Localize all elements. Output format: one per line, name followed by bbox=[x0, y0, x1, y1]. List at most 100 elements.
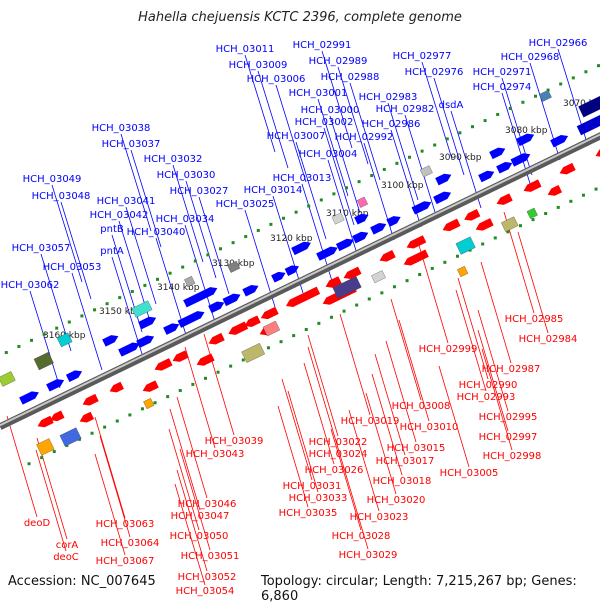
label-leader-line bbox=[184, 346, 216, 449]
ruler-dot-outer bbox=[155, 277, 159, 281]
label-leader-line bbox=[337, 66, 369, 165]
gene-label-reverse: HCH_03046 bbox=[178, 499, 237, 510]
gene-label-reverse: HCH_03054 bbox=[176, 586, 235, 597]
forward-gene-arrow bbox=[208, 301, 225, 314]
feature-block bbox=[33, 351, 54, 371]
reverse-gene-arrow bbox=[109, 381, 124, 393]
label-leader-line bbox=[349, 82, 381, 181]
gene-label-reverse: HCH_02998 bbox=[483, 451, 542, 462]
forward-gene-arrow bbox=[316, 246, 338, 261]
reverse-gene-arrow bbox=[559, 162, 576, 175]
label-leader-line bbox=[450, 110, 482, 209]
label-leader-line bbox=[71, 272, 103, 371]
ruler-dot-outer bbox=[319, 198, 323, 202]
gene-label-reverse: HCH_03023 bbox=[350, 512, 409, 523]
ruler-dot-inner bbox=[380, 291, 384, 295]
gene-label-forward: HCH_02986 bbox=[362, 119, 421, 130]
label-leader-line bbox=[275, 84, 307, 183]
gene-label-reverse: HCH_03067 bbox=[96, 556, 155, 567]
ruler-dot-outer bbox=[193, 259, 197, 263]
ruler-dot-inner bbox=[493, 236, 497, 240]
label-leader-line bbox=[398, 319, 430, 422]
ruler-dot-inner bbox=[317, 321, 321, 325]
feature-block bbox=[419, 165, 433, 178]
gene-label-forward: HCH_03037 bbox=[102, 139, 161, 150]
label-leader-line bbox=[185, 180, 217, 279]
forward-gene-arrow bbox=[102, 335, 119, 347]
ruler-dot-inner bbox=[140, 407, 144, 411]
forward-gene-arrow bbox=[352, 231, 369, 244]
reverse-gene-arrow bbox=[50, 410, 65, 422]
gene-label-forward: HCH_03006 bbox=[247, 74, 306, 85]
gene-label-reverse: HCH_02993 bbox=[457, 392, 516, 403]
label-leader-line bbox=[385, 340, 417, 443]
ruler-dot-inner bbox=[455, 254, 459, 258]
label-leader-line bbox=[168, 428, 200, 531]
label-leader-line bbox=[295, 141, 327, 240]
gene-label-forward: HCH_02983 bbox=[359, 92, 418, 103]
forward-gene-arrow bbox=[118, 342, 140, 357]
feature-block bbox=[331, 212, 345, 225]
ruler-dot-outer bbox=[584, 70, 588, 74]
forward-gene-arrow bbox=[354, 213, 369, 225]
forward-gene-arrow bbox=[578, 96, 600, 118]
gene-label-forward: HCH_02966 bbox=[529, 38, 588, 49]
reverse-gene-arrow bbox=[37, 415, 54, 428]
gene-label-reverse: HCH_03063 bbox=[96, 519, 155, 530]
ruler-dot-inner bbox=[531, 218, 535, 222]
gene-label-forward: HCH_03027 bbox=[170, 186, 229, 197]
reverse-gene-arrow bbox=[244, 315, 261, 327]
ruler-label: 3110 kbp bbox=[326, 209, 369, 219]
feature-block bbox=[526, 207, 538, 219]
ruler-label: 3100 kbp bbox=[381, 181, 424, 191]
gene-label-reverse: HCH_03005 bbox=[440, 468, 499, 479]
gene-label-forward: HCH_03000 bbox=[301, 105, 360, 116]
feature-block bbox=[56, 332, 73, 348]
ruler-dot-inner bbox=[594, 187, 598, 191]
gene-label-reverse: deoC bbox=[53, 552, 79, 563]
ruler-dot-inner bbox=[115, 419, 119, 423]
gene-label-reverse: deoD bbox=[24, 518, 51, 529]
ruler-dot-outer bbox=[67, 320, 71, 324]
forward-gene-arrow bbox=[65, 370, 83, 382]
ruler-dot-outer bbox=[231, 241, 235, 245]
forward-gene-arrow bbox=[138, 316, 157, 330]
ruler-dot-inner bbox=[241, 358, 245, 362]
reverse-gene-arrow bbox=[442, 218, 461, 232]
ruler-dot-inner bbox=[430, 266, 434, 270]
label-leader-line bbox=[35, 449, 67, 552]
reverse-gene-arrow bbox=[406, 235, 427, 249]
ruler-dot-inner bbox=[128, 413, 132, 417]
label-leader-line bbox=[99, 435, 131, 538]
label-leader-line bbox=[111, 256, 143, 355]
reverse-gene-arrow bbox=[228, 321, 249, 335]
ruler-dot-inner bbox=[392, 285, 396, 289]
ruler-dot-outer bbox=[357, 180, 361, 184]
gene-label-reverse: HCH_03018 bbox=[373, 476, 432, 487]
reverse-gene-arrow bbox=[496, 193, 513, 205]
ruler-dot-outer bbox=[269, 222, 273, 226]
ruler-dot-outer bbox=[168, 271, 172, 275]
gene-label-forward: HCH_02989 bbox=[309, 56, 368, 67]
ruler-dot-outer bbox=[218, 247, 222, 251]
label-leader-line bbox=[125, 206, 157, 305]
map-title: Hahella chejuensis KCTC 2396, complete g… bbox=[138, 10, 462, 25]
gene-label-forward: HCH_03001 bbox=[289, 88, 348, 99]
label-leader-line bbox=[51, 184, 83, 283]
ruler-dot-outer bbox=[105, 302, 109, 306]
label-leader-line bbox=[172, 164, 204, 263]
reverse-gene-arrow bbox=[142, 380, 159, 392]
label-leader-line bbox=[257, 70, 289, 169]
ruler-dot-inner bbox=[166, 395, 170, 399]
ruler-dot-inner bbox=[569, 199, 573, 203]
forward-gene-arrow bbox=[489, 147, 506, 160]
label-leader-line bbox=[281, 378, 313, 481]
gene-label-reverse: HCH_03020 bbox=[367, 495, 426, 506]
forward-gene-arrow bbox=[576, 114, 600, 136]
ruler-dot-inner bbox=[216, 370, 220, 374]
ruler-dot-inner bbox=[229, 364, 233, 368]
label-leader-line bbox=[169, 408, 201, 511]
gene-label-reverse: HCH_02990 bbox=[459, 380, 518, 391]
forward-gene-arrow bbox=[19, 391, 39, 405]
